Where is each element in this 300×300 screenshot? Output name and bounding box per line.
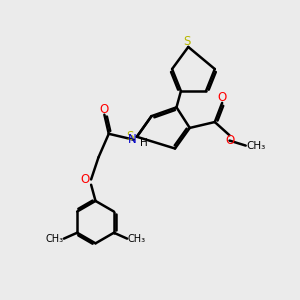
Text: CH₃: CH₃ <box>45 234 64 244</box>
Text: S: S <box>183 35 190 48</box>
Text: O: O <box>80 173 89 186</box>
Text: O: O <box>100 103 109 116</box>
Text: O: O <box>218 91 227 104</box>
Text: CH₃: CH₃ <box>128 234 146 244</box>
Text: CH₃: CH₃ <box>246 141 266 151</box>
Text: H: H <box>140 138 148 148</box>
Text: S: S <box>127 130 134 143</box>
Text: O: O <box>226 134 235 147</box>
Text: N: N <box>128 133 137 146</box>
